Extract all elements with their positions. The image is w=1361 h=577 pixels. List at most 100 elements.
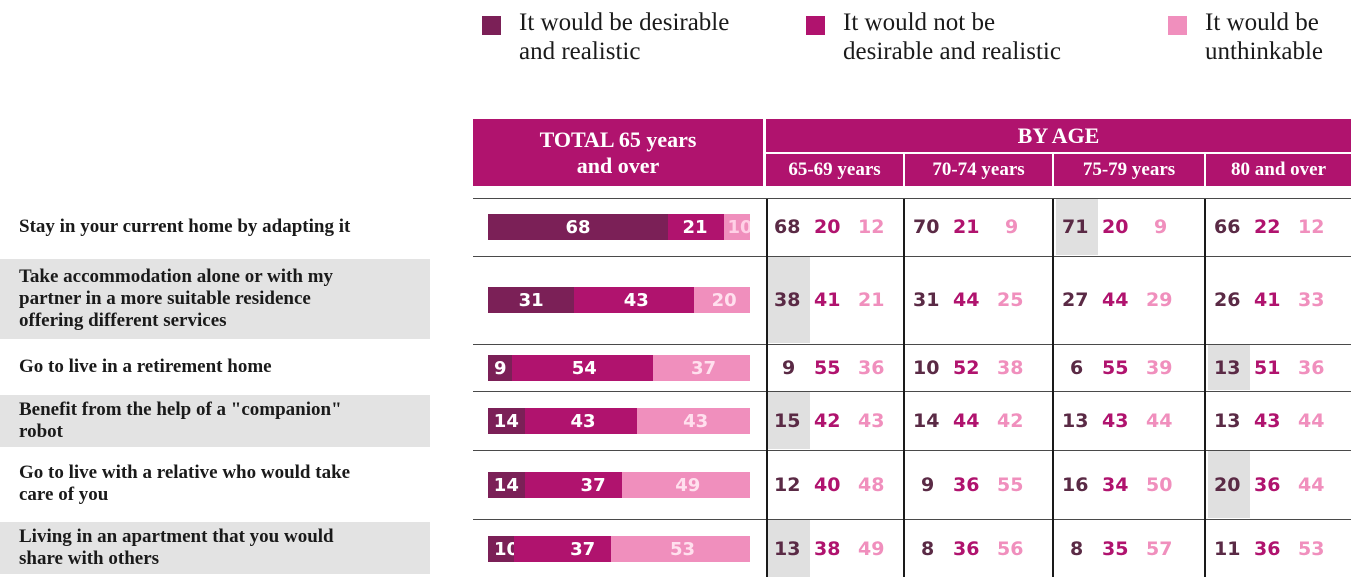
value-unthinkable: 12 xyxy=(1298,216,1325,238)
bar-segment-unthinkable: 49 xyxy=(621,472,750,498)
bar-segment-not-desirable: 43 xyxy=(524,408,638,434)
value-desirable: 13 xyxy=(774,538,801,560)
value-not-desirable: 42 xyxy=(814,410,841,432)
value-not-desirable: 35 xyxy=(1102,538,1129,560)
value-not-desirable: 34 xyxy=(1102,474,1129,496)
header-separator xyxy=(1204,154,1206,186)
header-total: TOTAL 65 years and over xyxy=(473,119,763,186)
value-not-desirable: 21 xyxy=(953,216,980,238)
bar-segment-unthinkable: 10 xyxy=(723,214,750,240)
highlight-cell xyxy=(768,520,810,577)
column-separator xyxy=(1052,199,1054,577)
value-not-desirable: 52 xyxy=(953,357,980,379)
legend-swatch-unthinkable xyxy=(1168,16,1187,35)
bar-segment-desirable: 14 xyxy=(488,408,525,434)
value-desirable: 13 xyxy=(1214,357,1241,379)
bar-segment-not-desirable: 43 xyxy=(574,287,695,313)
value-desirable: 15 xyxy=(774,410,801,432)
value-unthinkable: 48 xyxy=(858,474,885,496)
bar-segment-not-desirable: 37 xyxy=(514,536,612,562)
legend-label-not-desirable: It would not be desirable and realistic xyxy=(843,9,1061,65)
value-unthinkable: 44 xyxy=(1298,410,1325,432)
row-label: Go to live with a relative who would tak… xyxy=(19,461,351,505)
value-desirable: 9 xyxy=(782,357,796,379)
total-bar: 14 37 49 xyxy=(488,472,750,498)
row-label: Living in an apartment that you would sh… xyxy=(0,522,430,574)
value-desirable: 20 xyxy=(1214,474,1241,496)
value-desirable: 8 xyxy=(1070,538,1084,560)
value-unthinkable: 44 xyxy=(1298,474,1325,496)
header-separator xyxy=(1052,154,1054,186)
bar-segment-desirable: 14 xyxy=(488,472,525,498)
value-desirable: 66 xyxy=(1214,216,1241,238)
value-unthinkable: 43 xyxy=(858,410,885,432)
header-by-age: BY AGE xyxy=(766,119,1351,152)
value-not-desirable: 44 xyxy=(953,289,980,311)
value-unthinkable: 55 xyxy=(997,474,1024,496)
value-unthinkable: 29 xyxy=(1146,289,1173,311)
value-unthinkable: 36 xyxy=(858,357,885,379)
header-separator xyxy=(903,154,905,186)
value-desirable: 27 xyxy=(1062,289,1089,311)
header-age-65-69: 65-69 years xyxy=(766,154,903,186)
row-label: Benefit from the help of a "companion" r… xyxy=(0,395,430,447)
value-unthinkable: 21 xyxy=(858,289,885,311)
row-separator xyxy=(473,344,1351,345)
legend-swatch-desirable xyxy=(482,16,501,35)
value-unthinkable: 57 xyxy=(1146,538,1173,560)
value-not-desirable: 44 xyxy=(1102,289,1129,311)
value-desirable: 16 xyxy=(1062,474,1089,496)
row-separator xyxy=(473,256,1351,257)
column-separator xyxy=(903,199,905,577)
value-unthinkable: 50 xyxy=(1146,474,1173,496)
row-label: Take accommodation alone or with my part… xyxy=(0,259,430,339)
value-not-desirable: 36 xyxy=(953,538,980,560)
bar-segment-desirable: 9 xyxy=(488,355,512,381)
value-not-desirable: 41 xyxy=(1254,289,1281,311)
value-not-desirable: 22 xyxy=(1254,216,1281,238)
value-desirable: 71 xyxy=(1062,216,1089,238)
legend-label-desirable: It would be desirable and realistic xyxy=(519,9,730,65)
value-not-desirable: 40 xyxy=(814,474,841,496)
row-separator xyxy=(473,391,1351,392)
total-bar: 68 21 10 xyxy=(488,214,750,240)
value-desirable: 38 xyxy=(774,289,801,311)
value-unthinkable: 9 xyxy=(1005,216,1019,238)
row-label: Go to live in a retirement home xyxy=(19,356,272,377)
value-desirable: 31 xyxy=(913,289,940,311)
value-unthinkable: 12 xyxy=(858,216,885,238)
total-bar: 9 54 37 xyxy=(488,355,750,381)
value-not-desirable: 36 xyxy=(1254,474,1281,496)
bar-segment-unthinkable: 20 xyxy=(694,287,750,313)
value-desirable: 8 xyxy=(921,538,935,560)
value-desirable: 12 xyxy=(774,474,801,496)
value-not-desirable: 20 xyxy=(814,216,841,238)
value-desirable: 13 xyxy=(1214,410,1241,432)
value-desirable: 10 xyxy=(913,357,940,379)
total-bar: 31 43 20 xyxy=(488,287,750,313)
value-desirable: 11 xyxy=(1214,538,1241,560)
value-unthinkable: 33 xyxy=(1298,289,1325,311)
bar-segment-unthinkable: 43 xyxy=(637,408,750,434)
column-separator xyxy=(766,199,768,577)
value-unthinkable: 9 xyxy=(1154,216,1168,238)
value-not-desirable: 44 xyxy=(953,410,980,432)
legend-item-unthinkable: It would be unthinkable xyxy=(1168,8,1323,66)
bar-segment-desirable: 68 xyxy=(488,214,668,240)
row-separator xyxy=(473,198,1351,199)
bar-segment-unthinkable: 37 xyxy=(653,355,750,381)
value-unthinkable: 56 xyxy=(997,538,1024,560)
value-unthinkable: 49 xyxy=(858,538,885,560)
value-desirable: 13 xyxy=(1062,410,1089,432)
value-desirable: 6 xyxy=(1070,357,1084,379)
highlight-cell xyxy=(768,257,810,343)
total-bar: 14 43 43 xyxy=(488,408,750,434)
bar-segment-not-desirable: 37 xyxy=(524,472,622,498)
bar-segment-desirable: 10 xyxy=(488,536,515,562)
header-age-70-74: 70-74 years xyxy=(905,154,1052,186)
value-not-desirable: 43 xyxy=(1254,410,1281,432)
row-label: Stay in your current home by adapting it xyxy=(19,216,351,237)
highlight-cell xyxy=(768,392,810,449)
value-unthinkable: 44 xyxy=(1146,410,1173,432)
value-unthinkable: 39 xyxy=(1146,357,1173,379)
